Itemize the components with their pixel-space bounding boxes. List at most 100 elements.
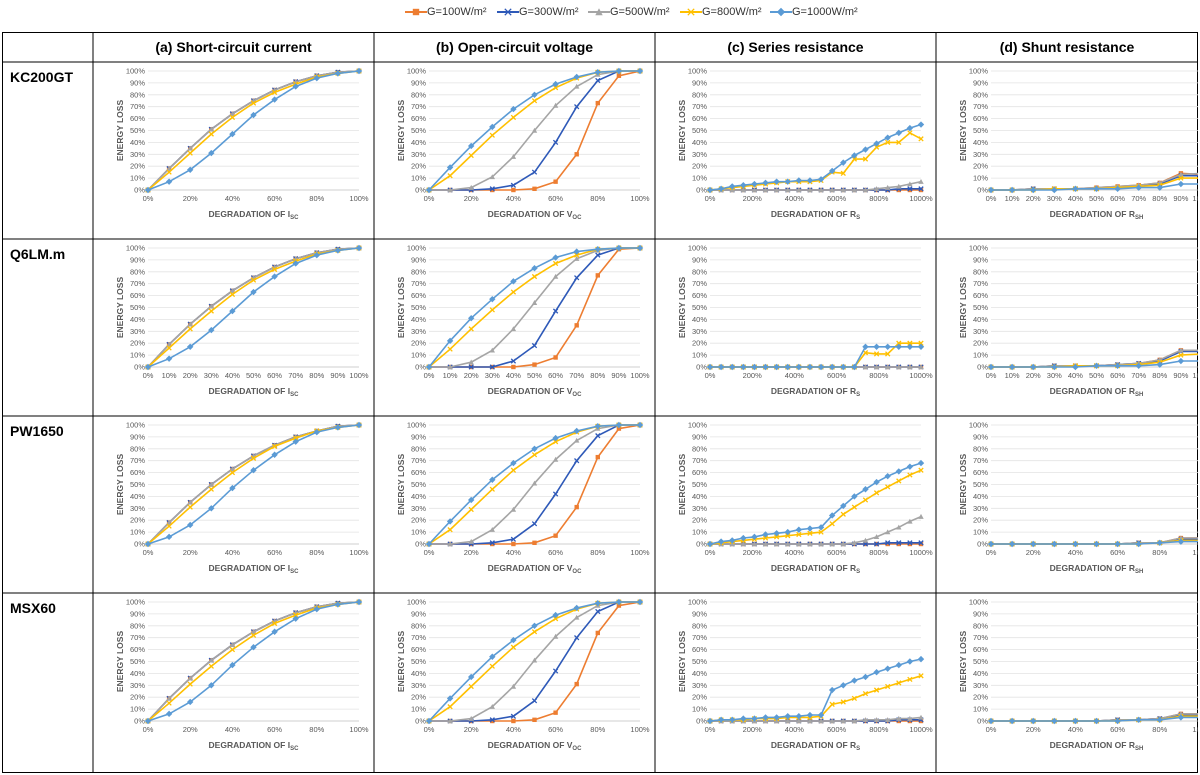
- column-header: (c) Series resistance: [727, 39, 863, 55]
- data-point: [489, 476, 496, 483]
- x-axis-title-subscript: SC: [290, 215, 299, 221]
- data-point: [840, 718, 846, 724]
- data-point: [636, 67, 644, 75]
- x-tick-label: 200%: [743, 194, 763, 203]
- data-point: [873, 144, 880, 150]
- y-tick-label: 10%: [973, 351, 988, 360]
- data-point: [885, 540, 891, 546]
- x-axis-title: DEGRADATION OF RSH: [1050, 563, 1144, 575]
- y-tick-label: 90%: [411, 609, 426, 618]
- y-tick-label: 90%: [411, 78, 426, 87]
- data-point: [851, 677, 858, 684]
- data-point: [1051, 717, 1058, 725]
- data-point: [773, 714, 780, 721]
- legend-label: G=100W/m²: [427, 6, 487, 18]
- y-tick-label: 10%: [130, 705, 145, 714]
- data-point: [785, 533, 791, 539]
- data-point: [552, 456, 559, 462]
- data-point: [447, 541, 453, 547]
- data-point: [208, 505, 215, 512]
- y-tick-label: 20%: [973, 516, 988, 525]
- y-tick-label: 30%: [130, 327, 145, 336]
- data-point: [531, 300, 538, 305]
- data-point: [862, 537, 869, 543]
- y-tick-label: 100%: [407, 421, 427, 430]
- data-point: [229, 646, 236, 653]
- data-point: [907, 340, 913, 346]
- data-point: [250, 100, 257, 106]
- x-tick-label: 60%: [548, 194, 563, 203]
- legend-label: G=800W/m²: [702, 6, 762, 18]
- y-tick-label: 40%: [411, 315, 426, 324]
- data-point: [896, 340, 902, 346]
- legend-label: G=300W/m²: [519, 6, 579, 18]
- legend-marker-icon: [776, 7, 786, 17]
- data-point: [187, 166, 194, 173]
- data-point: [918, 673, 924, 679]
- data-point: [740, 187, 747, 193]
- data-point: [271, 451, 278, 458]
- data-point: [762, 541, 769, 547]
- x-tick-label: 100%: [349, 725, 369, 734]
- data-point: [907, 472, 913, 478]
- y-tick-label: 80%: [692, 90, 707, 99]
- data-point: [1008, 540, 1016, 548]
- y-tick-label: 100%: [126, 598, 146, 607]
- data-point: [817, 363, 825, 371]
- x-tick-label: 90%: [1173, 194, 1188, 203]
- series-line: [710, 180, 922, 191]
- y-tick-label: 40%: [973, 315, 988, 324]
- data-point: [907, 364, 913, 370]
- y-tick-label: 60%: [411, 291, 426, 300]
- y-axis-title: ENERGY LOSS: [958, 454, 968, 516]
- data-point: [818, 718, 824, 724]
- data-point: [229, 130, 236, 138]
- x-axis-title-main: DEGRADATION OF V: [488, 563, 573, 573]
- data-point: [1156, 539, 1163, 547]
- data-point: [840, 511, 846, 517]
- data-point: [574, 83, 580, 89]
- data-point: [595, 630, 600, 636]
- x-tick-label: 60%: [1110, 725, 1125, 734]
- y-tick-label: 80%: [411, 621, 426, 630]
- data-point: [187, 145, 193, 151]
- data-point: [229, 114, 236, 121]
- x-axis-title-main: DEGRADATION OF I: [209, 740, 291, 750]
- data-point: [1051, 363, 1058, 371]
- data-point: [907, 676, 913, 683]
- data-point: [917, 459, 925, 467]
- data-point: [165, 710, 173, 718]
- y-tick-label: 100%: [407, 244, 427, 253]
- data-point: [532, 717, 537, 723]
- x-tick-label: 40%: [225, 725, 240, 734]
- data-point: [292, 83, 299, 90]
- x-tick-label: 100%: [630, 725, 650, 734]
- data-point: [785, 541, 791, 547]
- data-point: [187, 321, 193, 327]
- y-tick-label: 20%: [130, 693, 145, 702]
- data-point: [762, 718, 769, 724]
- y-tick-label: 0%: [415, 186, 426, 195]
- y-tick-label: 0%: [415, 363, 426, 372]
- data-point: [751, 715, 758, 722]
- x-tick-label: 80%: [309, 194, 324, 203]
- data-point: [740, 541, 747, 547]
- x-tick-label: 60%: [1110, 194, 1125, 203]
- data-point: [1178, 352, 1184, 358]
- x-axis-title-subscript: S: [856, 215, 860, 221]
- data-point: [729, 187, 735, 193]
- y-tick-label: 10%: [411, 528, 426, 537]
- y-tick-label: 80%: [692, 621, 707, 630]
- y-tick-label: 40%: [130, 138, 145, 147]
- y-tick-label: 50%: [411, 657, 426, 666]
- data-point: [489, 717, 495, 723]
- y-axis-title: ENERGY LOSS: [115, 277, 125, 339]
- data-point: [531, 622, 538, 629]
- data-point: [717, 538, 725, 545]
- data-point: [828, 512, 836, 519]
- y-tick-label: 60%: [692, 645, 707, 654]
- y-tick-label: 60%: [411, 645, 426, 654]
- data-point: [552, 668, 559, 674]
- y-axis-title: ENERGY LOSS: [115, 631, 125, 693]
- data-point: [896, 715, 902, 721]
